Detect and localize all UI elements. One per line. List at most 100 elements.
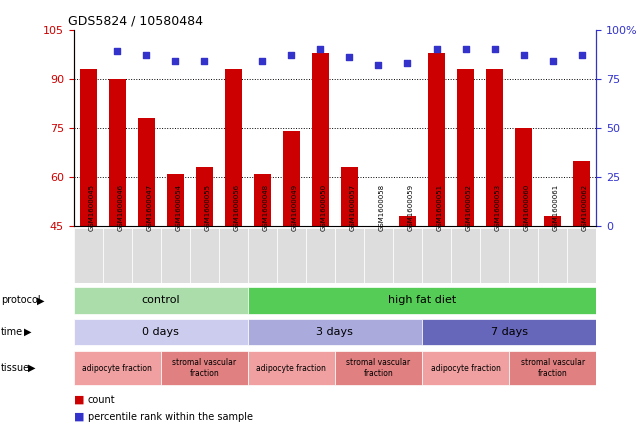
Text: GSM1600045: GSM1600045 <box>88 184 94 231</box>
Bar <box>190 228 219 283</box>
Text: time ▶: time ▶ <box>0 422 1 423</box>
Bar <box>161 228 190 283</box>
Text: protocol ▶: protocol ▶ <box>0 422 1 423</box>
Text: GSM1600058: GSM1600058 <box>378 184 385 231</box>
Text: protocol: protocol <box>1 295 40 305</box>
Text: GSM1600047: GSM1600047 <box>146 184 153 231</box>
Point <box>344 54 354 60</box>
Bar <box>248 351 335 385</box>
Bar <box>457 69 474 226</box>
Point <box>112 48 122 55</box>
Point <box>257 58 267 64</box>
Text: ▶: ▶ <box>37 295 45 305</box>
Text: stromal vascular
fraction: stromal vascular fraction <box>346 358 410 378</box>
Text: GSM1600050: GSM1600050 <box>320 184 326 231</box>
Text: stromal vascular
fraction: stromal vascular fraction <box>172 358 237 378</box>
Bar <box>161 351 248 385</box>
Text: ■ percentile rank within the sample: ■ percentile rank within the sample <box>0 422 1 423</box>
Bar <box>509 351 596 385</box>
Text: ■: ■ <box>74 395 84 405</box>
Text: ▶: ▶ <box>24 327 32 337</box>
Text: stromal vascular
fraction: stromal vascular fraction <box>520 358 585 378</box>
Bar <box>306 228 335 283</box>
Bar <box>103 228 132 283</box>
Text: GSM1600056: GSM1600056 <box>233 184 239 231</box>
Bar <box>422 228 451 283</box>
Bar <box>167 174 184 226</box>
Text: control: control <box>142 295 180 305</box>
Bar <box>399 217 416 226</box>
Text: GSM1600060: GSM1600060 <box>524 184 529 231</box>
Bar <box>74 319 248 345</box>
Bar <box>79 69 97 226</box>
Text: percentile rank within the sample: percentile rank within the sample <box>88 412 253 422</box>
Bar <box>509 228 538 283</box>
Text: GSM1600059: GSM1600059 <box>408 184 413 231</box>
Text: GSM1600049: GSM1600049 <box>292 184 297 231</box>
Bar <box>248 228 277 283</box>
Bar <box>341 167 358 226</box>
Bar <box>573 161 590 226</box>
Bar <box>451 228 480 283</box>
Text: tissue ▶: tissue ▶ <box>0 422 1 423</box>
Bar <box>486 69 503 226</box>
Text: count: count <box>0 422 1 423</box>
Point <box>547 58 558 64</box>
Text: GDS5824 / 10580484: GDS5824 / 10580484 <box>69 14 203 27</box>
Bar <box>428 52 445 226</box>
Bar <box>335 351 422 385</box>
Text: GSM1600055: GSM1600055 <box>204 184 210 231</box>
Point <box>460 46 470 52</box>
Bar <box>515 128 532 226</box>
Bar <box>422 319 596 345</box>
Bar <box>370 226 387 230</box>
Point <box>431 46 442 52</box>
Bar <box>254 174 271 226</box>
Point <box>373 62 383 69</box>
Point <box>519 52 529 58</box>
Bar <box>132 228 161 283</box>
Text: ■ count: ■ count <box>0 422 1 423</box>
Bar <box>74 351 161 385</box>
Bar <box>224 69 242 226</box>
Point <box>490 46 500 52</box>
Bar <box>422 351 509 385</box>
Bar <box>196 167 213 226</box>
Text: GSM1600046: GSM1600046 <box>117 184 123 231</box>
Bar <box>393 228 422 283</box>
Text: high fat diet: high fat diet <box>388 295 456 305</box>
Text: time: time <box>1 327 23 337</box>
Text: GSM1600062: GSM1600062 <box>581 184 588 231</box>
Bar <box>364 228 393 283</box>
Text: GSM1600048: GSM1600048 <box>262 184 269 231</box>
Text: 0 days: 0 days <box>142 327 179 337</box>
Text: GSM1600051: GSM1600051 <box>437 184 442 231</box>
Bar <box>138 118 155 226</box>
Point <box>315 46 326 52</box>
Bar <box>538 228 567 283</box>
Text: percentile rank within the sample: percentile rank within the sample <box>0 422 1 423</box>
Text: GSM1600054: GSM1600054 <box>175 184 181 231</box>
Bar <box>74 287 248 314</box>
Text: 3 days: 3 days <box>317 327 353 337</box>
Bar <box>74 228 103 283</box>
Text: tissue: tissue <box>1 363 29 373</box>
Bar <box>480 228 509 283</box>
Bar <box>544 217 562 226</box>
Bar <box>567 228 596 283</box>
Text: adipocyte fraction: adipocyte fraction <box>82 363 152 373</box>
Bar <box>248 319 422 345</box>
Text: count: count <box>88 395 115 405</box>
Point <box>141 52 151 58</box>
Bar <box>108 79 126 226</box>
Text: GSM1600061: GSM1600061 <box>553 184 558 231</box>
Text: GSM1600057: GSM1600057 <box>349 184 355 231</box>
Point <box>199 58 210 64</box>
Point <box>576 52 587 58</box>
Text: GSM1600053: GSM1600053 <box>495 184 501 231</box>
Text: GSM1600052: GSM1600052 <box>465 184 472 231</box>
Text: ■: ■ <box>74 412 84 422</box>
Text: ▶: ▶ <box>28 363 36 373</box>
Bar <box>248 287 596 314</box>
Point <box>170 58 180 64</box>
